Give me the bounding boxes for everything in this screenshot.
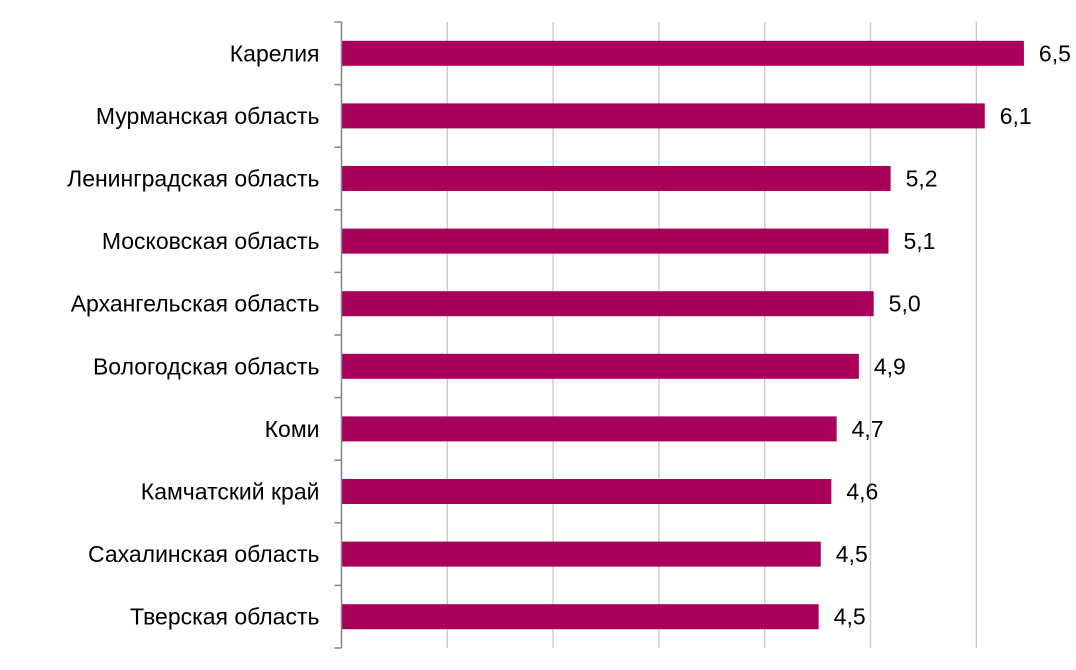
value-label: 6,5 (1039, 40, 1071, 66)
category-label: Вологодская область (93, 353, 320, 379)
bar (341, 541, 821, 567)
bar (341, 166, 891, 191)
value-label: 5,0 (889, 291, 921, 317)
bar (341, 291, 874, 317)
value-label: 6,1 (1000, 103, 1032, 129)
value-label: 4,9 (874, 353, 906, 379)
bar (341, 604, 819, 630)
value-label: 4,6 (846, 479, 878, 505)
category-labels: Карелия Мурманская область Ленинградская о… (67, 40, 319, 629)
bar (341, 103, 985, 129)
bars (341, 40, 1024, 630)
bar (341, 228, 889, 254)
bar (341, 479, 832, 504)
bar (341, 416, 837, 442)
category-label: Московская область (102, 228, 320, 254)
bar (341, 353, 859, 379)
value-label: 4,7 (852, 416, 884, 442)
value-label: 5,2 (906, 166, 938, 192)
value-label: 4,5 (834, 604, 866, 630)
category-label: Мурманская область (96, 103, 320, 129)
bar (341, 40, 1024, 66)
data-labels: 6,5 6,1 5,2 5,1 5,0 4,9 4,7 4,6 4,5 4,5 (834, 40, 1071, 629)
category-label: Сахалинская область (88, 541, 320, 567)
category-label: Тверская область (130, 604, 319, 630)
category-label: Архангельская область (71, 291, 320, 317)
category-label: Камчатский край (141, 479, 320, 505)
category-label: Карелия (230, 40, 320, 66)
value-label: 5,1 (903, 228, 935, 254)
category-label: Ленинградская область (67, 166, 319, 192)
category-label: Коми (265, 416, 320, 442)
category-axis (334, 21, 343, 649)
value-label: 4,5 (836, 541, 868, 567)
